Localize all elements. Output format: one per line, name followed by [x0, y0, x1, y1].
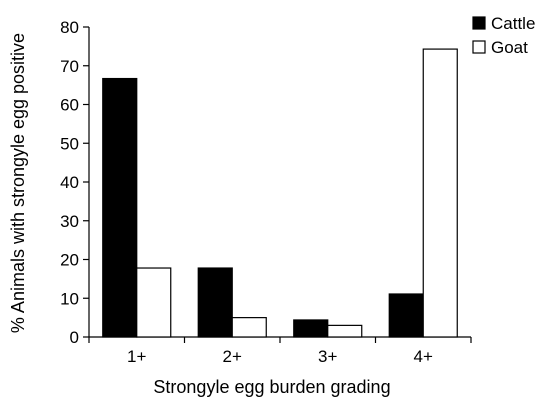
bar-goat-2+ — [231, 317, 267, 338]
bar-goat-3+ — [327, 324, 363, 338]
y-tick-label: 70 — [60, 57, 79, 76]
y-tick-label: 30 — [60, 212, 79, 231]
x-tick-label: 1+ — [127, 347, 146, 366]
bar-cattle-2+ — [197, 267, 233, 338]
bar-goat-4+ — [422, 48, 458, 338]
legend-label-goat: Goat — [491, 38, 528, 57]
y-tick-label: 80 — [60, 18, 79, 37]
legend-swatch-cattle — [472, 16, 486, 30]
bar-cattle-3+ — [293, 319, 329, 338]
y-tick-label: 0 — [70, 328, 79, 347]
x-tick-label: 4+ — [414, 347, 433, 366]
bar-cattle-4+ — [388, 293, 424, 338]
x-tick-label: 3+ — [318, 347, 337, 366]
y-tick-label: 40 — [60, 173, 79, 192]
legend: Cattle Goat — [472, 14, 535, 57]
y-axis-title: % Animals with strongyle egg positive — [8, 33, 28, 333]
y-tick-label: 50 — [60, 134, 79, 153]
x-axis-title: Strongyle egg burden grading — [153, 377, 390, 397]
x-axis: 1+ 2+ 3+ 4+ — [88, 336, 472, 366]
x-tick-label: 2+ — [223, 347, 242, 366]
legend-swatch-goat — [472, 40, 486, 54]
y-tick-label: 10 — [60, 289, 79, 308]
y-axis: 0 10 20 30 40 50 60 70 80 — [60, 18, 90, 347]
legend-label-cattle: Cattle — [491, 14, 535, 33]
y-tick-label: 60 — [60, 96, 79, 115]
bars — [102, 48, 458, 338]
y-tick-label: 20 — [60, 251, 79, 270]
bar-cattle-1+ — [102, 77, 138, 338]
bar-goat-1+ — [136, 267, 172, 338]
